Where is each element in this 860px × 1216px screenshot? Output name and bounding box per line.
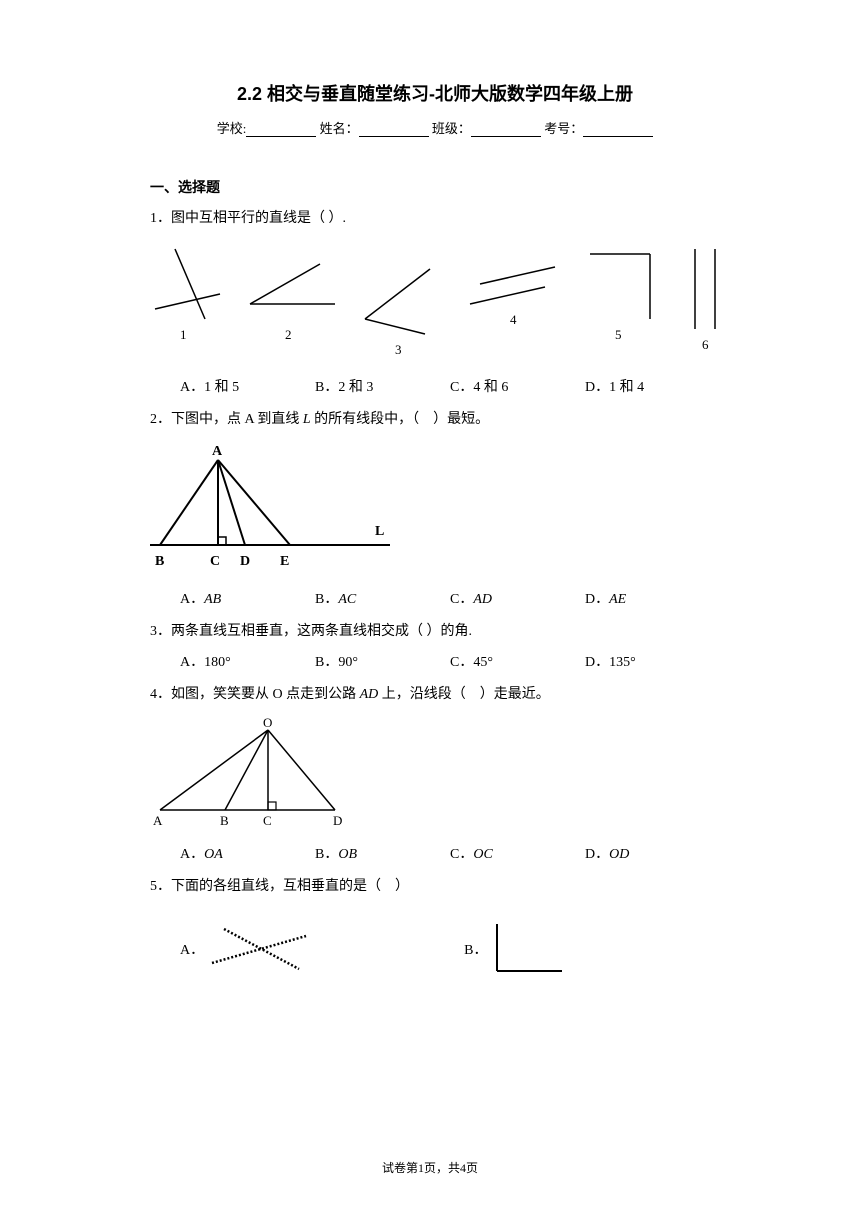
q4-opt-d[interactable]: D．OD [585, 843, 720, 863]
svg-text:D: D [240, 554, 250, 569]
svg-text:D: D [333, 813, 342, 828]
svg-text:B: B [220, 813, 229, 828]
svg-text:O: O [263, 715, 272, 730]
q2-opt-c[interactable]: C．AD [450, 588, 585, 608]
q2-opt-a[interactable]: A．AB [180, 588, 315, 608]
class-label: 班级： [432, 121, 471, 136]
svg-text:3: 3 [395, 342, 402, 357]
svg-text:5: 5 [615, 327, 622, 342]
svg-text:6: 6 [702, 337, 709, 352]
q2-opt-d[interactable]: D．AE [585, 588, 720, 608]
q2-options: A．AB B．AC C．AD D．AE [150, 588, 720, 608]
examno-label: 考号： [544, 121, 583, 136]
q4-opt-c[interactable]: C．OC [450, 843, 585, 863]
q4-options: A．OA B．OB C．OC D．OD [150, 843, 720, 863]
q1-text: 1．图中互相平行的直线是（ ）. [150, 207, 720, 231]
q1-opt-c[interactable]: C．4 和 6 [450, 376, 585, 396]
q3-options: A．180° B．90° C．45° D．135° [150, 651, 720, 671]
school-blank[interactable] [246, 123, 316, 137]
q2-opt-b[interactable]: B．AC [315, 588, 450, 608]
q3-opt-d[interactable]: D．135° [585, 651, 720, 671]
q4-opt-a[interactable]: A．OA [180, 843, 315, 863]
svg-text:C: C [263, 813, 272, 828]
section-1-heading: 一、选择题 [150, 177, 720, 197]
q1-options: A．1 和 5 B．2 和 3 C．4 和 6 D．1 和 4 [150, 376, 720, 396]
svg-text:E: E [280, 554, 289, 569]
q5-opt-b[interactable]: B． [464, 919, 567, 979]
q5-text: 5．下面的各组直线，互相垂直的是（ ） [150, 875, 720, 899]
q2-text: 2．下图中，点 A 到直线 L 的所有线段中，（ ）最短。 [150, 408, 720, 432]
q1-opt-a[interactable]: A．1 和 5 [180, 376, 315, 396]
svg-text:C: C [210, 554, 220, 569]
svg-text:2: 2 [285, 327, 292, 342]
q2-figure: A L B C D E [150, 440, 720, 580]
q1-opt-b[interactable]: B．2 和 3 [315, 376, 450, 396]
q3-opt-b[interactable]: B．90° [315, 651, 450, 671]
q1-figure: 1 2 3 4 5 6 [150, 239, 720, 364]
name-blank[interactable] [359, 123, 429, 137]
q1-opt-d[interactable]: D．1 和 4 [585, 376, 720, 396]
page-title: 2.2 相交与垂直随堂练习-北师大版数学四年级上册 [150, 80, 720, 106]
examno-blank[interactable] [583, 123, 653, 137]
q4-opt-b[interactable]: B．OB [315, 843, 450, 863]
q3-opt-c[interactable]: C．45° [450, 651, 585, 671]
student-info-line: 学校: 姓名： 班级： 考号： [150, 118, 720, 137]
name-label: 姓名： [320, 121, 359, 136]
class-blank[interactable] [471, 123, 541, 137]
svg-text:A: A [153, 813, 163, 828]
q5-opt-a[interactable]: A． [180, 921, 314, 976]
svg-text:4: 4 [510, 312, 517, 327]
svg-text:A: A [212, 444, 223, 459]
q5-options: A． B． [150, 919, 720, 979]
q4-text: 4．如图，笑笑要从 O 点走到公路 AD 上，沿线段（ ）走最近。 [150, 683, 720, 707]
page-footer: 试卷第1页，共4页 [0, 1159, 860, 1176]
svg-text:1: 1 [180, 327, 187, 342]
svg-text:B: B [155, 554, 164, 569]
svg-text:L: L [375, 524, 384, 539]
q3-opt-a[interactable]: A．180° [180, 651, 315, 671]
q3-text: 3．两条直线互相垂直，这两条直线相交成（ ）的角. [150, 620, 720, 644]
q4-figure: O A B C D [150, 715, 720, 835]
school-label: 学校: [217, 121, 247, 136]
